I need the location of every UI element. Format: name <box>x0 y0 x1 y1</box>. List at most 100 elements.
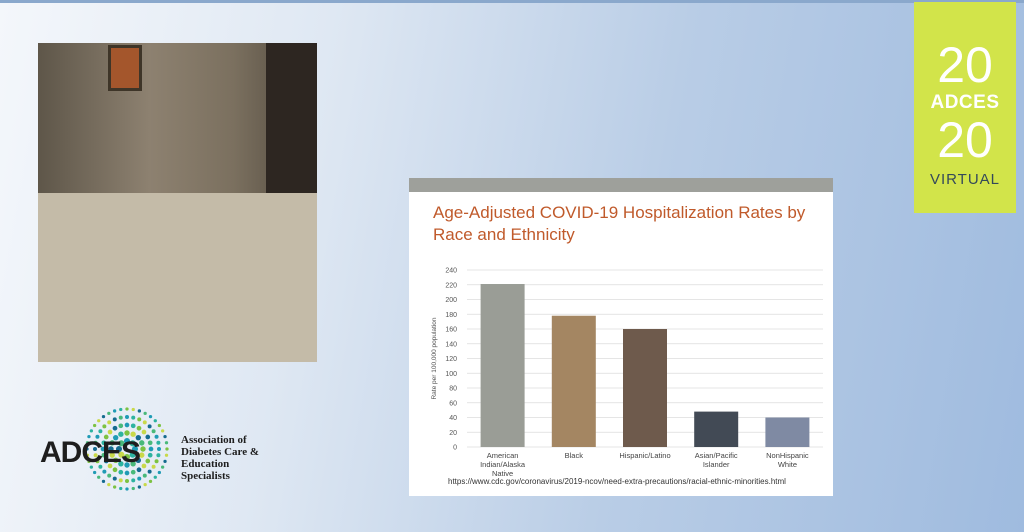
logo-dot <box>119 486 123 491</box>
logo-dot <box>124 430 130 436</box>
logo-dot <box>107 429 113 435</box>
logo-dot <box>154 434 159 439</box>
logo-dot <box>124 422 130 428</box>
bar <box>480 284 525 447</box>
bar <box>694 411 739 447</box>
logo-dot <box>102 424 107 429</box>
logo-dot <box>151 464 156 469</box>
logo-dot <box>112 476 117 481</box>
logo-dot <box>147 424 152 429</box>
logo-dot <box>107 411 111 416</box>
logo-dot <box>95 434 100 439</box>
y-tick-label: 160 <box>445 327 457 334</box>
logo-dot <box>93 447 97 451</box>
logo-dot <box>98 429 103 434</box>
logo-dot <box>123 437 131 445</box>
badge-subtitle: VIRTUAL <box>929 171 1001 188</box>
x-tick-label: Islander <box>703 460 730 469</box>
logo-dot <box>125 415 129 419</box>
logo-dot <box>165 447 169 451</box>
logo-dot <box>160 465 165 469</box>
logo-dot <box>118 423 124 429</box>
logo-dot <box>125 479 129 483</box>
logo-dot <box>107 482 111 487</box>
logo-dot <box>140 446 146 452</box>
doorway <box>266 43 317 193</box>
y-tick-label: 120 <box>445 356 457 363</box>
logo-dot <box>95 459 100 464</box>
logo-dot <box>131 407 135 412</box>
slide-title: Age-Adjusted COVID-19 Hospitalization Ra… <box>433 203 806 244</box>
logo-wordmark: ADCES <box>40 436 141 469</box>
logo-dot <box>118 469 124 475</box>
logo-dot <box>148 414 153 419</box>
y-tick-label: 80 <box>449 386 457 393</box>
logo-dot <box>124 462 130 468</box>
logo-dot <box>153 419 157 423</box>
logo-dot <box>157 470 162 475</box>
logo-dot <box>124 470 130 476</box>
logo-dot <box>85 447 89 451</box>
logo-dot <box>131 478 136 483</box>
logo-dot <box>148 479 153 484</box>
x-tick-label: Black <box>565 451 584 460</box>
bar <box>765 417 810 447</box>
logo-dot <box>87 459 91 464</box>
logo-dot <box>107 463 113 469</box>
logo-dot <box>118 451 125 458</box>
slide-header-strip <box>409 178 833 192</box>
logo-dot <box>125 407 129 411</box>
y-tick-label: 140 <box>445 341 457 348</box>
logo-dot <box>139 440 145 446</box>
logo-dot <box>101 479 106 484</box>
logo-dot <box>157 447 161 451</box>
logo-dot <box>103 458 109 464</box>
bar <box>623 329 667 447</box>
logo-dot <box>112 457 119 464</box>
logo-dot <box>101 452 107 458</box>
logo-dot <box>131 415 136 420</box>
logo-dot <box>141 429 147 435</box>
logo-org-line1: Association of <box>181 434 247 446</box>
logo-dot <box>131 445 139 453</box>
logo-dot <box>118 415 123 420</box>
logo-dot <box>112 425 118 431</box>
logo-dot <box>118 431 124 437</box>
logo-dot <box>130 469 136 475</box>
logo-dot <box>87 434 91 439</box>
logo-dot <box>101 414 106 419</box>
logo-dot <box>131 486 135 491</box>
logo-dot <box>137 476 142 481</box>
y-tick-label: 220 <box>445 282 457 289</box>
logo-dot <box>130 431 136 437</box>
y-tick-label: 180 <box>445 312 457 319</box>
logo-dot <box>89 465 94 469</box>
logo-dot <box>141 463 147 469</box>
conference-badge: 20 ADCES 20 VIRTUAL <box>914 2 1016 213</box>
logo-dot <box>136 467 142 473</box>
logo-dot <box>163 459 167 464</box>
logo-dot <box>137 417 142 422</box>
logo-dot <box>107 420 112 425</box>
x-tick-label: Native <box>492 469 513 478</box>
logo-dot <box>98 464 103 469</box>
top-edge-bar <box>0 0 1024 3</box>
logo-dot <box>93 453 98 458</box>
y-tick-label: 100 <box>445 371 457 378</box>
y-tick-label: 20 <box>449 430 457 437</box>
logo-dot <box>102 469 107 474</box>
logo-dot <box>163 434 167 439</box>
logo-dot <box>92 423 97 428</box>
logo-dot <box>118 461 124 467</box>
x-tick-label: White <box>778 460 797 469</box>
logo-dot <box>112 485 117 489</box>
logo-dot <box>153 475 157 479</box>
logo-dot <box>123 453 131 461</box>
logo-dot <box>154 459 159 464</box>
wall-picture <box>108 45 142 91</box>
bar <box>551 315 596 447</box>
logo-dot <box>151 429 156 434</box>
logo-dot <box>147 452 153 458</box>
logo-dot <box>109 452 115 458</box>
y-tick-label: 60 <box>449 400 457 407</box>
